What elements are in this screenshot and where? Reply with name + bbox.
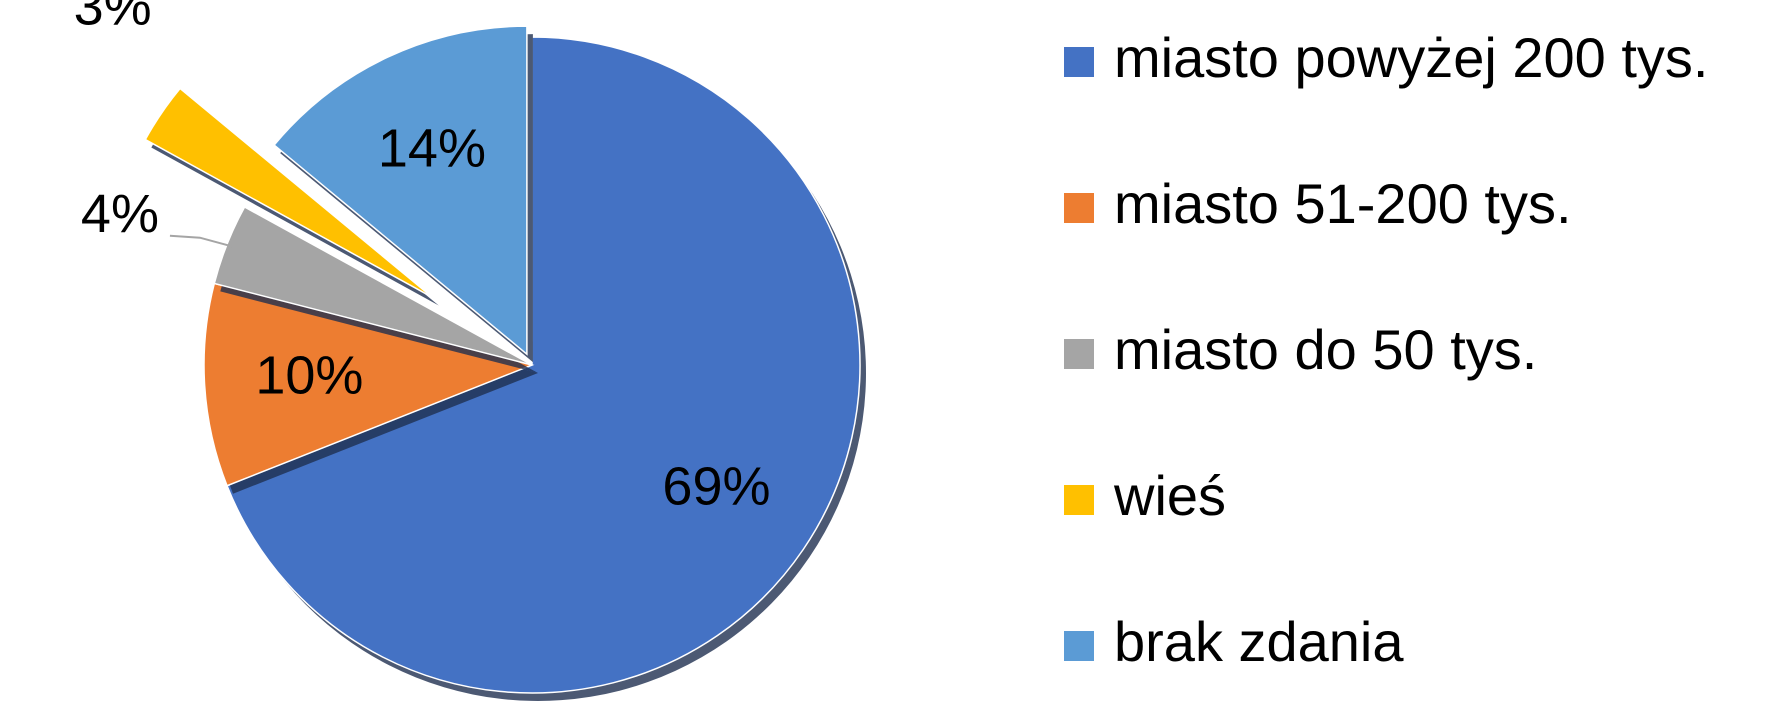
legend-label: brak zdania [1114,610,1404,673]
legend-swatch [1064,193,1094,223]
leader-line [169,234,234,248]
legend-swatch [1064,631,1094,661]
data-label: 3% [74,0,152,36]
legend-label: wieś [1113,464,1226,527]
legend-label: miasto do 50 tys. [1114,318,1537,381]
pie-slice [273,25,528,356]
legend-label: miasto 51-200 tys. [1114,172,1572,235]
data-label: 69% [662,457,770,517]
data-label: 10% [255,345,363,405]
data-label: 4% [81,184,159,244]
data-label: 14% [378,119,486,179]
pie-slice [144,87,434,299]
legend-swatch [1064,339,1094,369]
legend-swatch [1064,47,1094,77]
legend-swatch [1064,485,1094,515]
legend-label: miasto powyżej 200 tys. [1114,26,1708,89]
pie-slice [203,282,535,487]
pie-slice [226,36,861,694]
